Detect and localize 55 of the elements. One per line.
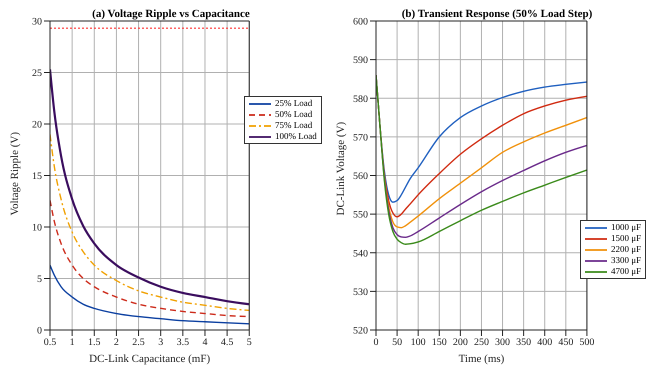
legend-label: 2200 μF bbox=[611, 244, 642, 255]
y-tick-label: 10 bbox=[32, 222, 42, 234]
x-axis-title: DC-Link Capacitance (mF) bbox=[89, 353, 210, 365]
line-series bbox=[50, 264, 250, 325]
line-series bbox=[50, 68, 250, 306]
legend-label: 1500 μF bbox=[611, 233, 642, 244]
legend-label: 75% Load bbox=[275, 120, 312, 131]
x-tick-label: 100 bbox=[410, 337, 426, 348]
chart-title: (a) Voltage Ripple vs Capacitance bbox=[92, 8, 250, 20]
legend-label: 50% Load bbox=[275, 109, 312, 120]
x-tick-label: 250 bbox=[474, 337, 489, 348]
y-tick-label: 540 bbox=[353, 248, 368, 260]
y-tick-label: 25 bbox=[32, 68, 42, 80]
y-tick-label: 530 bbox=[353, 286, 368, 298]
x-tick-label: 3.5 bbox=[176, 337, 190, 348]
y-tick-label: 0 bbox=[37, 326, 42, 337]
chart-title: (b) Transient Response (50% Load Step) bbox=[402, 8, 592, 20]
y-tick-label: 570 bbox=[353, 132, 368, 144]
x-tick-label: 200 bbox=[452, 337, 468, 348]
x-tick-label: 4.5 bbox=[220, 337, 234, 348]
y-tick-label: 550 bbox=[353, 210, 368, 221]
y-tick-label: 20 bbox=[32, 120, 42, 131]
y-tick-label: 5 bbox=[37, 274, 42, 286]
x-tick-label: 5 bbox=[246, 337, 252, 348]
x-tick-label: 2.5 bbox=[132, 337, 145, 348]
y-tick-label: 15 bbox=[32, 171, 42, 182]
x-tick-label: 50 bbox=[392, 337, 402, 348]
x-tick-label: 1 bbox=[70, 337, 75, 348]
y-tick-label: 520 bbox=[353, 326, 368, 337]
y-tick-label: 560 bbox=[353, 171, 368, 182]
legend-label: 1000 μF bbox=[611, 222, 642, 233]
legend-label: 100% Load bbox=[275, 131, 317, 142]
y-tick-label: 600 bbox=[353, 16, 368, 28]
x-tick-label: 150 bbox=[432, 337, 447, 348]
x-tick-label: 3 bbox=[158, 337, 164, 348]
x-tick-label: 300 bbox=[495, 337, 510, 348]
line-series bbox=[50, 134, 250, 312]
legend-label: 4700 μF bbox=[611, 266, 642, 277]
y-axis-title: Voltage Ripple (V) bbox=[8, 132, 21, 216]
y-tick-label: 590 bbox=[353, 55, 368, 66]
x-tick-label: 450 bbox=[558, 337, 574, 348]
x-tick-label: 2 bbox=[114, 337, 119, 348]
x-tick-label: 500 bbox=[579, 337, 594, 348]
legend-label: 25% Load bbox=[275, 98, 312, 109]
x-tick-label: 0.5 bbox=[44, 337, 56, 348]
x-tick-label: 4 bbox=[202, 337, 208, 348]
x-tick-label: 350 bbox=[516, 337, 532, 348]
x-tick-label: 0 bbox=[374, 337, 378, 348]
legend-label: 3300 μF bbox=[611, 255, 642, 266]
y-tick-label: 30 bbox=[32, 16, 42, 28]
y-tick-label: 580 bbox=[353, 94, 368, 105]
x-tick-label: 400 bbox=[537, 337, 552, 348]
x-tick-label: 1.5 bbox=[88, 337, 101, 348]
y-axis-title: DC-Link Voltage (V) bbox=[334, 121, 347, 216]
x-axis-title: Time (ms) bbox=[458, 353, 505, 365]
